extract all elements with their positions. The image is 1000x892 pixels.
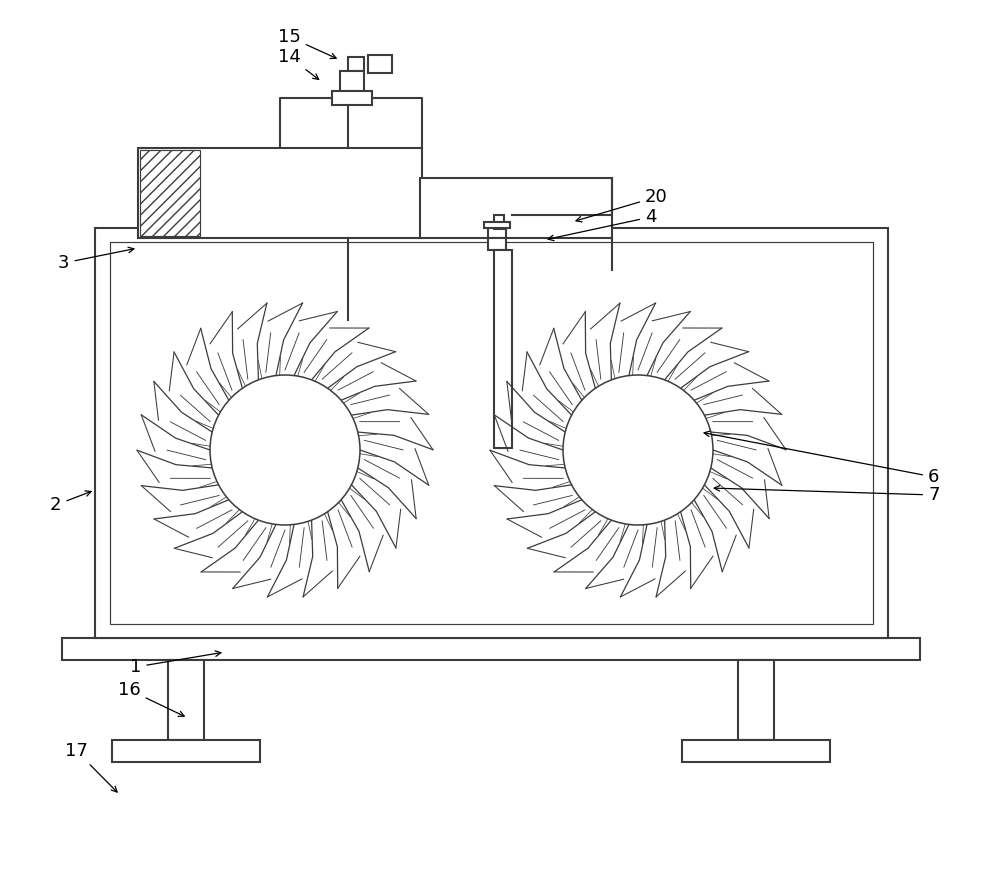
Text: 17: 17: [65, 742, 117, 792]
Text: 20: 20: [576, 188, 668, 222]
Bar: [112, 740, 260, 762]
Text: 16: 16: [118, 681, 184, 716]
Text: 1: 1: [130, 651, 221, 676]
Text: 14: 14: [278, 48, 319, 79]
Circle shape: [563, 375, 713, 525]
Bar: [368, 55, 392, 73]
Bar: [340, 71, 364, 91]
Circle shape: [210, 375, 360, 525]
Bar: [494, 250, 512, 448]
Bar: [168, 660, 204, 740]
Text: 6: 6: [704, 431, 939, 486]
Bar: [62, 638, 920, 660]
Bar: [484, 222, 510, 228]
Bar: [494, 215, 504, 229]
Text: 3: 3: [58, 247, 134, 272]
Text: 15: 15: [278, 28, 336, 59]
Bar: [348, 57, 364, 71]
Bar: [420, 178, 612, 238]
Bar: [682, 740, 830, 762]
Bar: [488, 238, 506, 250]
Bar: [140, 150, 200, 236]
Bar: [110, 242, 873, 624]
Text: 7: 7: [714, 485, 940, 504]
Bar: [488, 226, 506, 238]
Text: 2: 2: [50, 491, 91, 514]
Bar: [95, 228, 888, 638]
Bar: [738, 660, 774, 740]
Bar: [332, 91, 372, 105]
Text: 4: 4: [548, 208, 656, 241]
Bar: [138, 148, 422, 238]
